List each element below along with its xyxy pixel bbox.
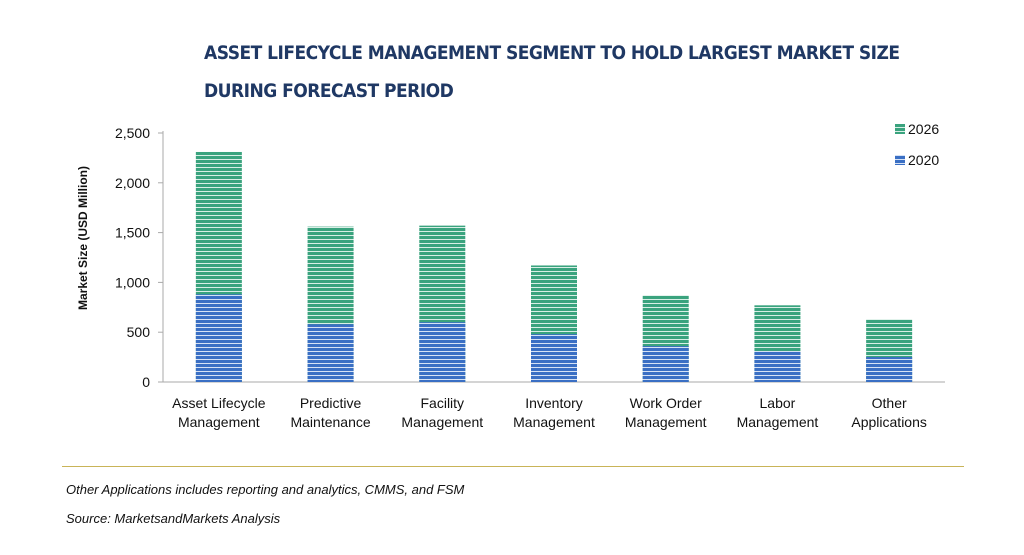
x-tick-label: Maintenance xyxy=(290,414,370,430)
x-tick-label: Management xyxy=(513,414,595,430)
legend-swatch xyxy=(895,155,905,165)
bar-2020 xyxy=(195,294,242,382)
bar-chart: Market Size (USD Million) 0 500 1,000 1,500… xyxy=(76,121,945,430)
y-tick-label: 2,000 xyxy=(115,175,150,191)
source-note: Source: MarketsandMarkets Analysis xyxy=(66,511,281,526)
x-tick-label: Asset Lifecycle xyxy=(172,395,266,411)
bar-2020 xyxy=(531,334,577,382)
y-tick-label: 500 xyxy=(127,324,151,340)
x-tick-label: Management xyxy=(625,414,707,430)
y-tick-label: 1,500 xyxy=(115,225,150,241)
legend-label: 2020 xyxy=(908,152,939,168)
x-tick-label: Management xyxy=(737,414,819,430)
legend-label: 2026 xyxy=(908,121,939,137)
y-tick-label: 0 xyxy=(142,374,150,390)
bar-2020 xyxy=(866,357,913,382)
y-tick-label: 2,500 xyxy=(115,125,150,141)
x-tick-label: Facility xyxy=(421,395,465,411)
x-tick-label: Management xyxy=(178,414,260,430)
bar-2020 xyxy=(642,346,689,382)
x-tick-label: Management xyxy=(401,414,483,430)
x-tick-label: Work Order xyxy=(630,395,702,411)
footer-divider xyxy=(62,466,964,467)
x-tick-label: Inventory xyxy=(525,395,583,411)
footnote: Other Applications includes reporting an… xyxy=(66,482,465,497)
bar-2020 xyxy=(307,324,354,382)
y-axis-title: Market Size (USD Million) xyxy=(76,166,90,310)
x-tick-label: Applications xyxy=(851,414,927,430)
chart-title-line2: DURING FORECAST PERIOD xyxy=(204,80,454,102)
y-tick-label: 1,000 xyxy=(115,274,150,290)
x-tick-label: Labor xyxy=(760,395,796,411)
legend-swatch xyxy=(895,124,905,134)
x-tick-label: Other xyxy=(872,395,907,411)
chart-title-line1: ASSET LIFECYCLE MANAGEMENT SEGMENT TO HO… xyxy=(204,42,900,64)
x-tick-label: Predictive xyxy=(300,395,362,411)
bar-2020 xyxy=(754,351,801,382)
bar-2020 xyxy=(419,322,466,382)
chart-title: ASSET LIFECYCLE MANAGEMENT SEGMENT TO HO… xyxy=(204,34,906,110)
